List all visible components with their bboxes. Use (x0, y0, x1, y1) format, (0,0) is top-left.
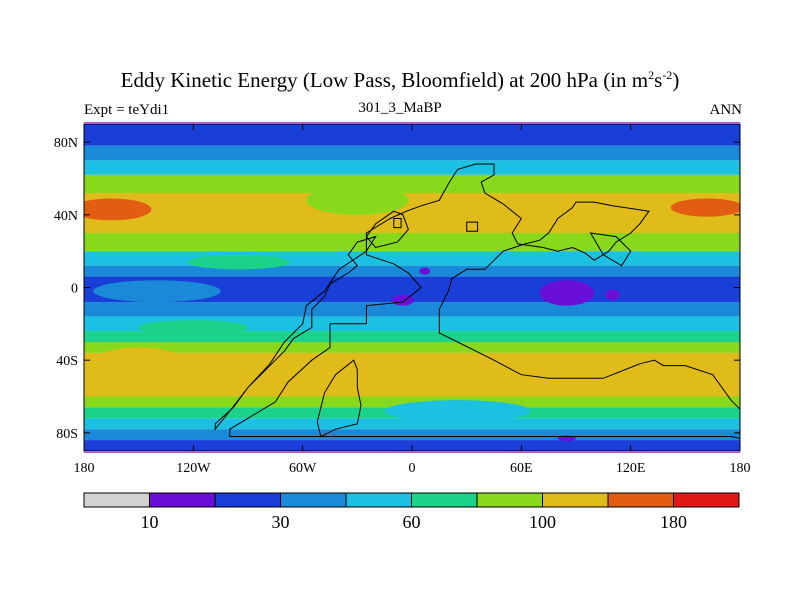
lat-band-14 (84, 396, 740, 408)
feature-nh-jet-west (84, 198, 152, 221)
colorbar-label: 30 (272, 512, 290, 532)
heatmap-field (84, 124, 740, 451)
feature-sh-cyan-patch (384, 400, 531, 422)
lat-band-2 (84, 160, 740, 175)
x-tick-label: 60E (510, 461, 533, 476)
y-tick-label: 80S (56, 427, 78, 442)
feature-nh-atlantic-min (306, 185, 409, 215)
y-tick-label: 40S (56, 354, 78, 369)
colorbar-label: 60 (403, 512, 421, 532)
continent-small-island-2 (466, 221, 479, 232)
x-tick-label: 0 (409, 461, 416, 476)
continent-eastern-islands (589, 232, 632, 267)
continent-western-coast (214, 235, 377, 431)
colorbar-box-3 (280, 492, 347, 508)
continent-southern-arm (316, 359, 362, 438)
feature-eq-min-4 (605, 289, 620, 301)
chart-title: Eddy Kinetic Energy (Low Pass, Bloomfiel… (120, 68, 680, 92)
x-tick-label: 120E (616, 461, 646, 476)
feature-nh-jet-east (670, 198, 740, 217)
y-tick-label: 80N (54, 136, 78, 151)
colorbar-box-8 (607, 492, 674, 508)
x-tick-label: 60W (289, 461, 317, 476)
run-label: 301_3_MaBP (358, 100, 442, 116)
lat-band-5 (84, 233, 740, 252)
lat-band-12 (84, 342, 740, 353)
colorbar-box-7 (542, 492, 609, 508)
feature-nh-pacific-max (175, 209, 285, 232)
colorbar-box-4 (345, 492, 412, 508)
colorbar-box-5 (411, 492, 478, 508)
season-label: ANN (709, 102, 743, 118)
y-tick-label: 0 (71, 282, 78, 297)
feature-sh-west-yellow (84, 347, 194, 392)
continent-central-island (365, 210, 409, 249)
continent-small-island-1 (393, 218, 402, 229)
colorbar-box-6 (476, 492, 543, 508)
feature-eq-min-2 (419, 267, 431, 275)
feature-eq-min-3 (539, 280, 595, 306)
feature-trop-south-green (138, 320, 248, 335)
lat-band-7 (84, 265, 740, 277)
lat-band-9 (84, 302, 740, 317)
colorbar-label: 10 (141, 512, 159, 532)
feature-eq-west-open (93, 280, 221, 303)
feature-trop-north-green (187, 254, 290, 270)
lat-band-3 (84, 174, 740, 194)
x-tick-label: 180 (74, 461, 95, 476)
colorbar-box-9 (673, 492, 740, 508)
lat-band-10 (84, 316, 740, 332)
colorbar-label: 180 (660, 512, 687, 532)
lat-band-4 (84, 193, 740, 233)
lat-band-0 (84, 124, 740, 146)
colorbar-box-2 (214, 492, 281, 508)
lat-band-16 (84, 418, 740, 430)
experiment-label: Expt = teYdi1 (84, 102, 170, 118)
y-tick-label: 40N (54, 209, 78, 224)
lat-band-11 (84, 331, 740, 342)
x-tick-label: 120W (176, 461, 211, 476)
lat-band-6 (84, 251, 740, 266)
x-tick-label: 180 (730, 461, 751, 476)
colorbar-box-1 (149, 492, 216, 508)
colorbar-box-0 (83, 492, 150, 508)
lat-band-13 (84, 352, 740, 397)
continent-eastern-mass (229, 163, 740, 439)
colorbar-label: 100 (529, 512, 556, 532)
lat-band-17 (84, 429, 740, 441)
lat-band-1 (84, 145, 740, 161)
